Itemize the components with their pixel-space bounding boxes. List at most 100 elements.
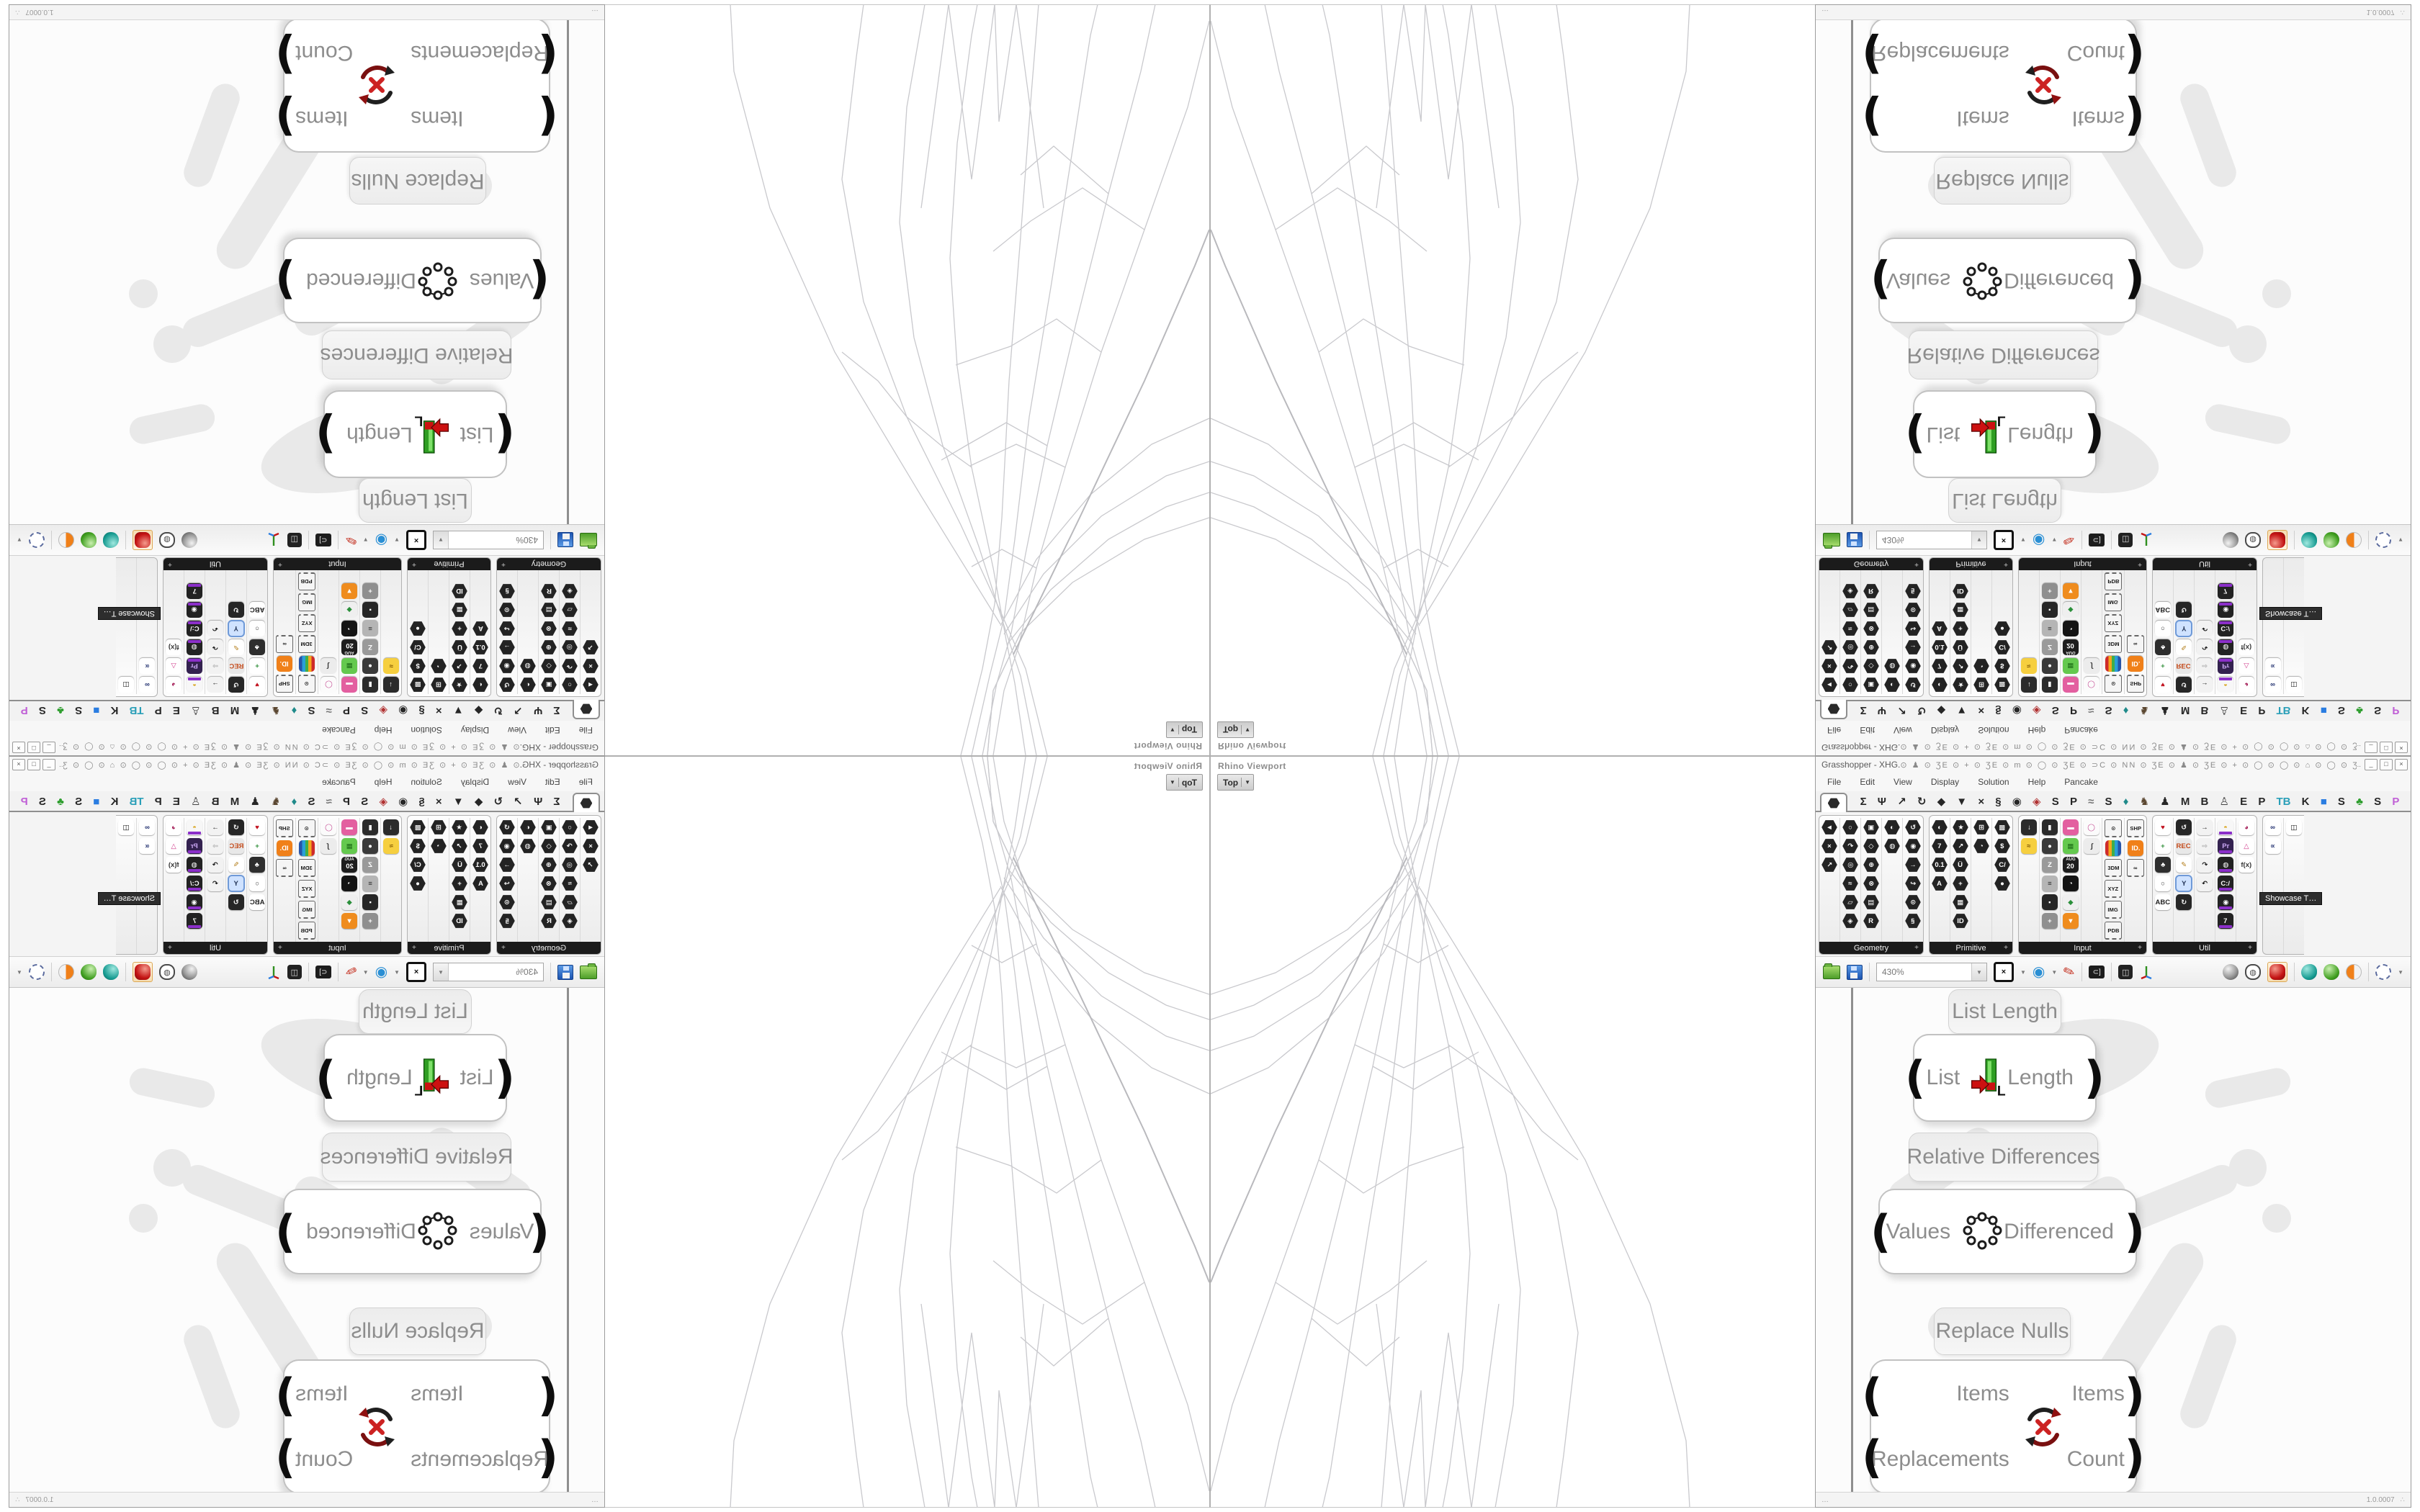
save-file-button[interactable] [1847, 964, 1863, 980]
palette-name-bar[interactable]: Util + [2153, 558, 2257, 570]
palette-icon[interactable]: ◐ [1932, 820, 1948, 834]
palette-icon[interactable]: ● [2042, 838, 2058, 854]
palette-expand-icon[interactable]: + [278, 560, 282, 568]
open-file-button[interactable] [580, 533, 597, 547]
palette-expand-icon[interactable]: + [278, 944, 282, 952]
palette-name-bar[interactable]: Geometry + [497, 942, 601, 954]
component-replace-nulls[interactable]: ( ( Items Replacements [1862, 1359, 2145, 1492]
palette-icon[interactable]: ↪ [499, 621, 515, 636]
category-tab[interactable]: ♞ [2139, 704, 2150, 716]
sketch-button[interactable]: ✎ [343, 963, 359, 981]
category-tab[interactable]: Σ [1860, 795, 1867, 808]
palette-icon[interactable]: 3DM [298, 635, 315, 653]
palette-icon[interactable]: ▮ [362, 819, 378, 835]
group-label-list-length[interactable]: List Length [1948, 989, 2061, 1034]
palette-icon[interactable]: ⊞ [431, 819, 447, 835]
category-tab[interactable]: ≈ [2088, 704, 2094, 717]
category-tab[interactable]: ♞ [270, 704, 281, 716]
palette-icon[interactable]: + [362, 583, 378, 599]
category-tab[interactable]: M [230, 795, 240, 808]
palette-icon[interactable]: ↗ [1821, 639, 1837, 655]
palette-icon[interactable]: ◄ [583, 677, 599, 693]
component-replace-nulls[interactable]: ( ( Items Replacements [1862, 20, 2145, 153]
category-tab[interactable]: ♦ [2123, 795, 2129, 808]
category-tab[interactable]: P [154, 704, 162, 717]
category-tab[interactable]: ◈ [379, 796, 387, 808]
palette-icon[interactable]: ↓ [383, 819, 399, 835]
palette-expand-icon[interactable]: + [168, 944, 172, 952]
chevron-down-icon[interactable]: ▼ [2398, 968, 2403, 976]
palette-icon[interactable]: ◔ [431, 838, 447, 854]
palette-icon[interactable]: ▪ [2042, 894, 2058, 910]
palette-icon[interactable]: ◯ [321, 677, 336, 693]
palette-name-bar[interactable]: Geometry + [1819, 942, 1923, 954]
category-tab[interactable]: § [418, 704, 425, 717]
palette-icon[interactable]: ▦ [2063, 838, 2079, 854]
palette-icon[interactable]: REC [2176, 658, 2192, 674]
category-tab[interactable]: × [435, 704, 442, 717]
palette-icon[interactable]: × [1821, 658, 1837, 674]
sketch-button[interactable]: ✎ [343, 531, 359, 549]
palette-expand-icon[interactable]: + [501, 944, 506, 952]
palette-icon[interactable]: REC [228, 838, 244, 854]
category-tab[interactable]: S [308, 704, 315, 717]
palette-icon[interactable]: ♥ [249, 677, 265, 693]
category-tab[interactable]: S [38, 795, 46, 808]
zoom-extents-button[interactable]: × [406, 962, 426, 982]
resize-grip-icon[interactable]: ∴ [2400, 8, 2405, 17]
palette-icon[interactable]: ∫ [321, 658, 336, 674]
palette-icon[interactable]: ≈ [383, 658, 399, 674]
menu-edit[interactable]: Edit [1860, 777, 1876, 787]
palette-icon[interactable]: ↺ [2176, 677, 2192, 693]
category-tab[interactable]: P [2069, 795, 2077, 808]
palette-name-bar[interactable]: Primitive + [1930, 942, 2012, 954]
palette-icon[interactable]: ∝ [139, 838, 155, 854]
palette-icon[interactable]: ○ [1842, 820, 1858, 834]
palette-icon[interactable]: ↷ [1842, 839, 1858, 853]
output-param-length[interactable]: Length [346, 423, 413, 446]
palette-icon[interactable]: ◄ [583, 819, 599, 835]
palette-icon[interactable]: 0.1 [472, 639, 488, 655]
palette-icon[interactable]: ◯ [2084, 677, 2099, 693]
menu-file[interactable]: File [578, 725, 593, 735]
category-tab[interactable]: Ψ [1877, 795, 1886, 808]
palette-icon[interactable]: ∝ [139, 658, 155, 674]
maximize-button[interactable]: □ [27, 759, 40, 770]
category-tab[interactable]: Ψ [534, 795, 543, 808]
camera-button[interactable]: ⊂] [2089, 966, 2105, 978]
chevron-down-icon[interactable]: ▼ [17, 968, 22, 976]
output-param-items[interactable]: Items [2071, 1381, 2125, 1405]
preview-button[interactable]: ◉ [2033, 532, 2045, 548]
draw-fancy-wires-button[interactable] [2346, 964, 2362, 980]
category-tab[interactable]: ↗ [514, 796, 523, 808]
palette-icon[interactable]: f(x) [166, 857, 182, 873]
category-tab[interactable]: ■ [93, 795, 100, 808]
palette-icon[interactable]: ⊞ [1973, 677, 1989, 693]
component-replace-nulls[interactable]: ( ( Items Replacements [275, 1359, 558, 1492]
palette-icon[interactable]: ▼ [341, 913, 357, 929]
palette-icon[interactable]: C:/ [2218, 621, 2233, 636]
draw-icons-button[interactable] [2323, 532, 2340, 548]
category-tab[interactable]: ▼ [452, 795, 464, 808]
palette-icon[interactable]: → [499, 639, 515, 655]
palette-icon[interactable]: ↻ [2176, 602, 2192, 618]
palette-icon[interactable]: SHP [276, 819, 293, 837]
input-param-replacements[interactable]: Replacements [1871, 1447, 2009, 1472]
category-tab[interactable]: ◉ [2012, 704, 2022, 716]
palette-icon[interactable]: ▬ [341, 677, 357, 693]
category-tab[interactable]: S [361, 704, 369, 717]
palette-icon[interactable]: △ [166, 658, 182, 674]
preview-shaded-button[interactable] [132, 530, 153, 550]
component-relative-differences[interactable]: ( Values [1870, 238, 2145, 323]
palette-name-bar[interactable]: Input + [2019, 558, 2146, 570]
palette-name-bar[interactable]: Input + [2019, 942, 2146, 954]
palette-icon[interactable]: ↪ [499, 876, 515, 891]
tab-params-selected[interactable] [573, 793, 600, 812]
palette-icon[interactable]: ◓ [2218, 819, 2233, 835]
selection-region-button[interactable] [2375, 532, 2392, 548]
palette-icon[interactable]: ⊙ [499, 602, 515, 618]
palette-icon[interactable]: ▦ [341, 658, 357, 674]
palette-icon[interactable]: ● [1994, 876, 2010, 891]
palette-icon[interactable]: Z [2042, 857, 2058, 873]
palette-icon[interactable]: ◔ [431, 658, 447, 674]
